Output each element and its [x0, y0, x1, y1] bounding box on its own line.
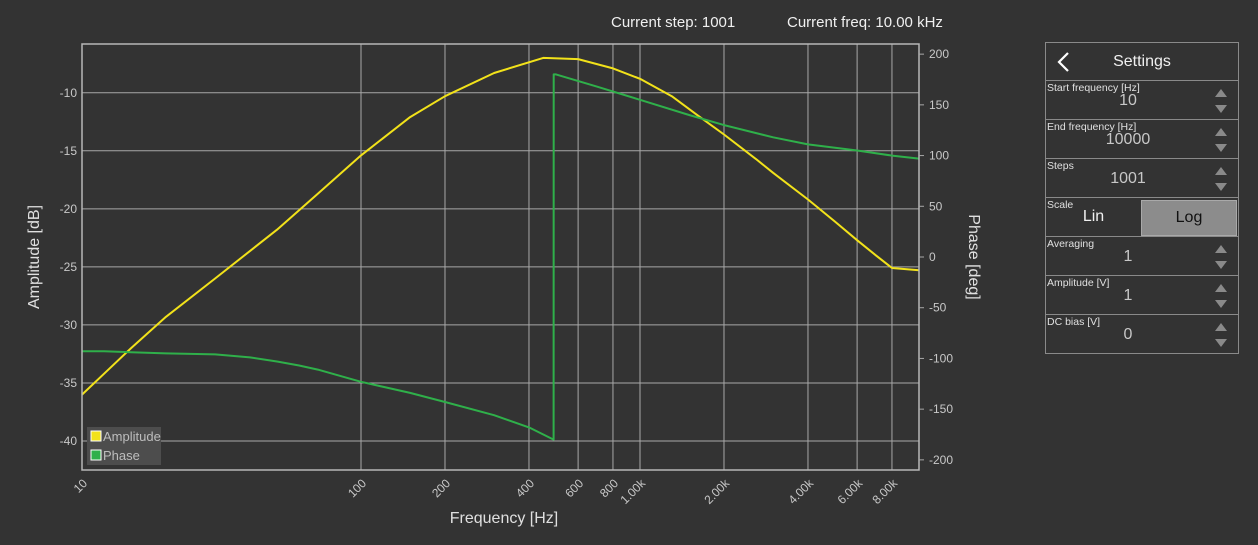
y2-tick-label: -100: [929, 351, 953, 365]
steps-spinner: [1214, 166, 1228, 192]
averaging-row: Averaging 1: [1046, 237, 1238, 276]
y2-tick-label: 50: [929, 199, 943, 213]
y-tick-label: -15: [60, 144, 78, 158]
x-axis-title: Frequency [Hz]: [450, 510, 558, 527]
end-frequency-row: End frequency [Hz] 10000: [1046, 120, 1238, 159]
increment-arrow-icon[interactable]: [1214, 166, 1228, 177]
y-tick-label: -30: [60, 318, 78, 332]
y-tick-label: -10: [60, 86, 78, 100]
scale-row: Scale Lin Log: [1046, 198, 1238, 237]
series-layer: [81, 56, 920, 441]
current-step-readout: Current step: 1001: [611, 14, 736, 31]
y2-axis-title: Phase [deg]: [965, 214, 982, 299]
settings-header: Settings: [1046, 43, 1238, 81]
averaging-input[interactable]: 1: [1123, 248, 1133, 265]
end-frequency-input[interactable]: 10000: [1105, 131, 1151, 148]
amplitude-series-line: [81, 56, 920, 396]
averaging-spinner: [1214, 244, 1228, 270]
legend: Amplitude Phase: [87, 427, 161, 465]
start-frequency-row: Start frequency [Hz] 10: [1046, 81, 1238, 120]
decrement-arrow-icon[interactable]: [1214, 259, 1228, 270]
x-tick-label: 2.00k: [701, 476, 732, 507]
phase-series-line: [82, 73, 920, 441]
y-axis-title: Amplitude [dB]: [26, 205, 43, 309]
steps-input[interactable]: 1001: [1110, 170, 1146, 187]
increment-arrow-icon[interactable]: [1214, 127, 1228, 138]
end-frequency-label: End frequency [Hz]: [1047, 121, 1137, 133]
y2-tick-label: -50: [929, 301, 947, 315]
averaging-label: Averaging: [1047, 238, 1095, 250]
scale-label: Scale: [1047, 199, 1074, 211]
decrement-arrow-icon[interactable]: [1214, 103, 1228, 114]
x-tick-label: 6.00k: [835, 476, 866, 507]
y2-tick-label: -200: [929, 453, 953, 467]
y2-tick-label: -150: [929, 402, 953, 416]
x-tick-label: 400: [513, 476, 537, 500]
amplitude-row: Amplitude [V] 1: [1046, 276, 1238, 315]
steps-label: Steps: [1047, 160, 1074, 172]
y2-tick-label: 150: [929, 98, 949, 112]
decrement-arrow-icon[interactable]: [1214, 181, 1228, 192]
x-tick-label: 4.00k: [785, 476, 816, 507]
y2-tick-label: 200: [929, 47, 949, 61]
dc-bias-label: DC bias [V]: [1047, 316, 1101, 328]
decrement-arrow-icon[interactable]: [1214, 298, 1228, 309]
y-tick-label: -35: [60, 376, 78, 390]
amplitude-label: Amplitude [V]: [1047, 277, 1110, 289]
y2-tick-label: 0: [929, 250, 936, 264]
amplitude-spinner: [1214, 283, 1228, 309]
back-arrow-icon[interactable]: [1056, 51, 1070, 73]
legend-swatch-amplitude: [90, 430, 102, 442]
increment-arrow-icon[interactable]: [1214, 88, 1228, 99]
end-frequency-spinner: [1214, 127, 1228, 153]
current-freq-readout: Current freq: 10.00 kHz: [787, 14, 943, 31]
y2-tick-label: 100: [929, 149, 949, 163]
scale-lin-button[interactable]: Lin: [1082, 208, 1105, 225]
increment-arrow-icon[interactable]: [1214, 283, 1228, 294]
amplitude-input[interactable]: 1: [1123, 287, 1133, 304]
x-tick-label: 100: [345, 476, 369, 500]
x-tick-label: 1.00k: [617, 476, 648, 507]
y-tick-label: -40: [60, 434, 78, 448]
settings-title: Settings: [1113, 53, 1171, 70]
scale-log-button[interactable]: Log: [1141, 200, 1237, 236]
increment-arrow-icon[interactable]: [1214, 322, 1228, 333]
dc-bias-spinner: [1214, 322, 1228, 348]
legend-label-amplitude: Amplitude: [103, 429, 161, 444]
x-tick-label: 10: [71, 476, 91, 496]
dc-bias-input[interactable]: 0: [1123, 326, 1133, 343]
decrement-arrow-icon[interactable]: [1214, 337, 1228, 348]
y-tick-label: -20: [60, 202, 78, 216]
increment-arrow-icon[interactable]: [1214, 244, 1228, 255]
legend-label-phase: Phase: [103, 448, 140, 463]
settings-panel: Settings Start frequency [Hz] 10 End fre…: [1045, 42, 1239, 354]
decrement-arrow-icon[interactable]: [1214, 142, 1228, 153]
steps-row: Steps 1001: [1046, 159, 1238, 198]
x-tick-label: 600: [562, 476, 586, 500]
plot-frame: [81, 43, 920, 471]
x-tick-label: 200: [429, 476, 453, 500]
start-frequency-input[interactable]: 10: [1119, 92, 1137, 109]
dc-bias-row: DC bias [V] 0: [1046, 315, 1238, 353]
start-frequency-spinner: [1214, 88, 1228, 114]
grid-layer: [82, 44, 919, 470]
legend-swatch-phase: [90, 449, 102, 461]
y-tick-label: -25: [60, 260, 78, 274]
start-frequency-label: Start frequency [Hz]: [1047, 82, 1140, 94]
x-tick-label: 8.00k: [869, 476, 900, 507]
